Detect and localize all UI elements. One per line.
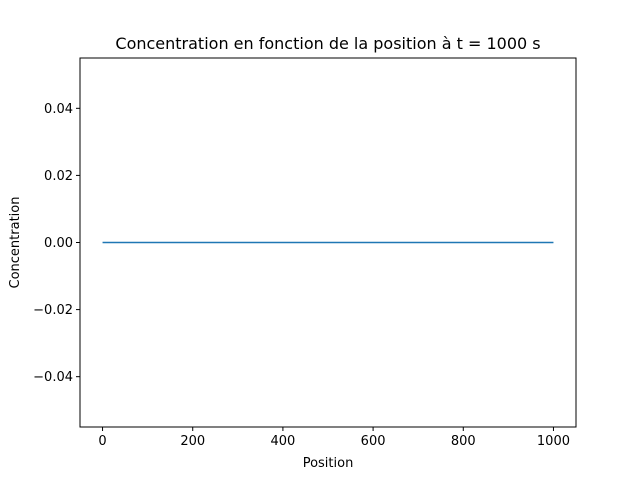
y-tick-label: 0.00 — [44, 236, 73, 251]
x-tick-label: 600 — [361, 434, 386, 449]
x-axis-label: Position — [303, 456, 354, 471]
y-tick-label: −0.04 — [33, 370, 73, 385]
plot-frame — [79, 57, 577, 428]
y-tick-label: −0.02 — [33, 303, 73, 318]
x-tick-label: 800 — [451, 434, 476, 449]
y-tick-label: 0.02 — [44, 169, 73, 184]
x-tick-label: 400 — [270, 434, 295, 449]
x-tick-label: 200 — [180, 434, 205, 449]
y-axis-ticks: −0.04 −0.02 0.00 0.02 0.04 — [33, 102, 80, 385]
x-tick-label: 0 — [98, 434, 106, 449]
chart-title: Concentration en fonction de la position… — [115, 34, 540, 53]
y-axis-label: Concentration — [8, 197, 23, 289]
x-tick-label: 1000 — [537, 434, 570, 449]
x-axis-ticks: 0 200 400 600 800 1000 — [98, 427, 570, 449]
y-tick-label: 0.04 — [44, 102, 73, 117]
